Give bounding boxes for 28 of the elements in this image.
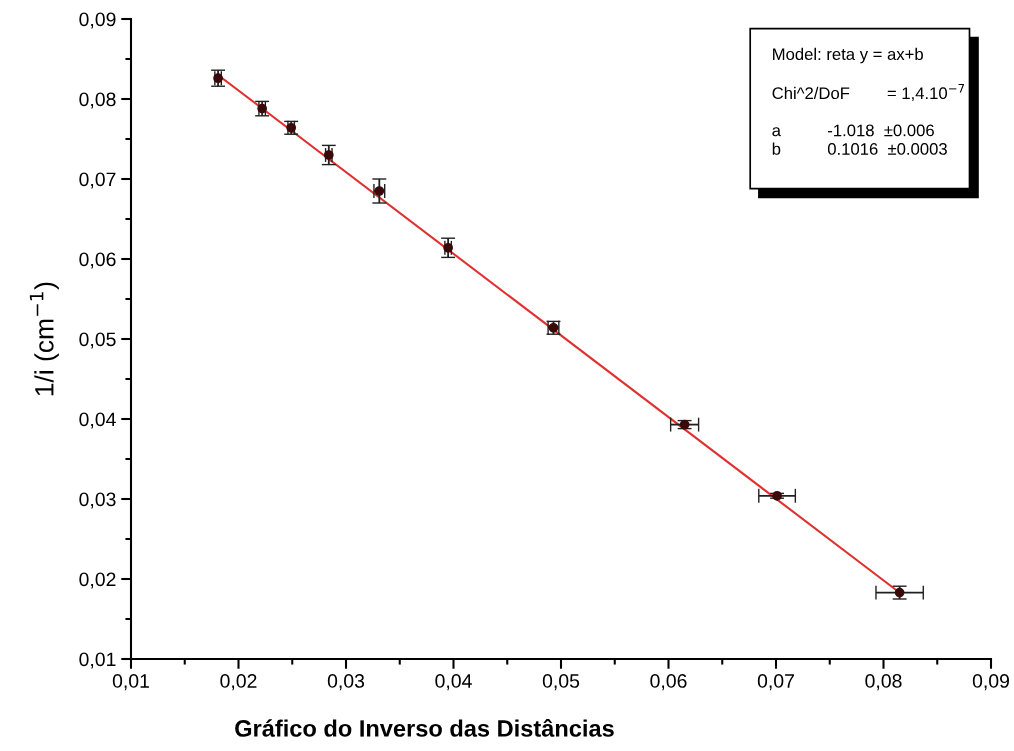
x-tick-label: 0,01	[112, 674, 149, 691]
x-tick-label: 0,08	[865, 674, 902, 691]
x-tick-label: 0,09	[972, 674, 1009, 691]
x-tick-label: 0,07	[757, 674, 794, 691]
x-tick-label: 0,06	[650, 674, 687, 691]
y-tick-label: 0,02	[79, 572, 116, 589]
y-tick-label: 0,01	[79, 652, 116, 669]
point	[443, 242, 453, 253]
point	[213, 73, 223, 84]
x-tick-label: 0,04	[435, 674, 472, 691]
point	[772, 490, 782, 501]
annotation: Model: reta y = ax+b	[773, 47, 923, 64]
x-tick-label: 0,03	[327, 674, 365, 691]
y-tick-label: 0,05	[79, 332, 116, 349]
y-tick-label: 0,03	[79, 492, 116, 509]
y-tick-label: 0,06	[79, 252, 116, 269]
y-tick-label: 0,09	[79, 12, 116, 29]
x-axis-title: Gráfico do Inverso das Distâncias	[235, 718, 614, 737]
annotation: a -1.018 ±0.006	[772, 124, 934, 137]
x-tick-label: 0,05	[542, 674, 580, 691]
annotation: Chi^2/DoF = 1,4.10$^{−7}$	[772, 84, 965, 102]
y-tick-label: 0,07	[79, 172, 116, 189]
y-tick-label: 0,04	[79, 412, 116, 429]
x-tick-label: 0,02	[220, 674, 257, 691]
point	[323, 150, 334, 160]
annotation: b 0.1016 ±0.0003	[772, 142, 947, 155]
y-axis-title: 1/i (cm$^{−1}$)	[29, 282, 59, 396]
y-tick-label: 0,08	[79, 92, 116, 109]
